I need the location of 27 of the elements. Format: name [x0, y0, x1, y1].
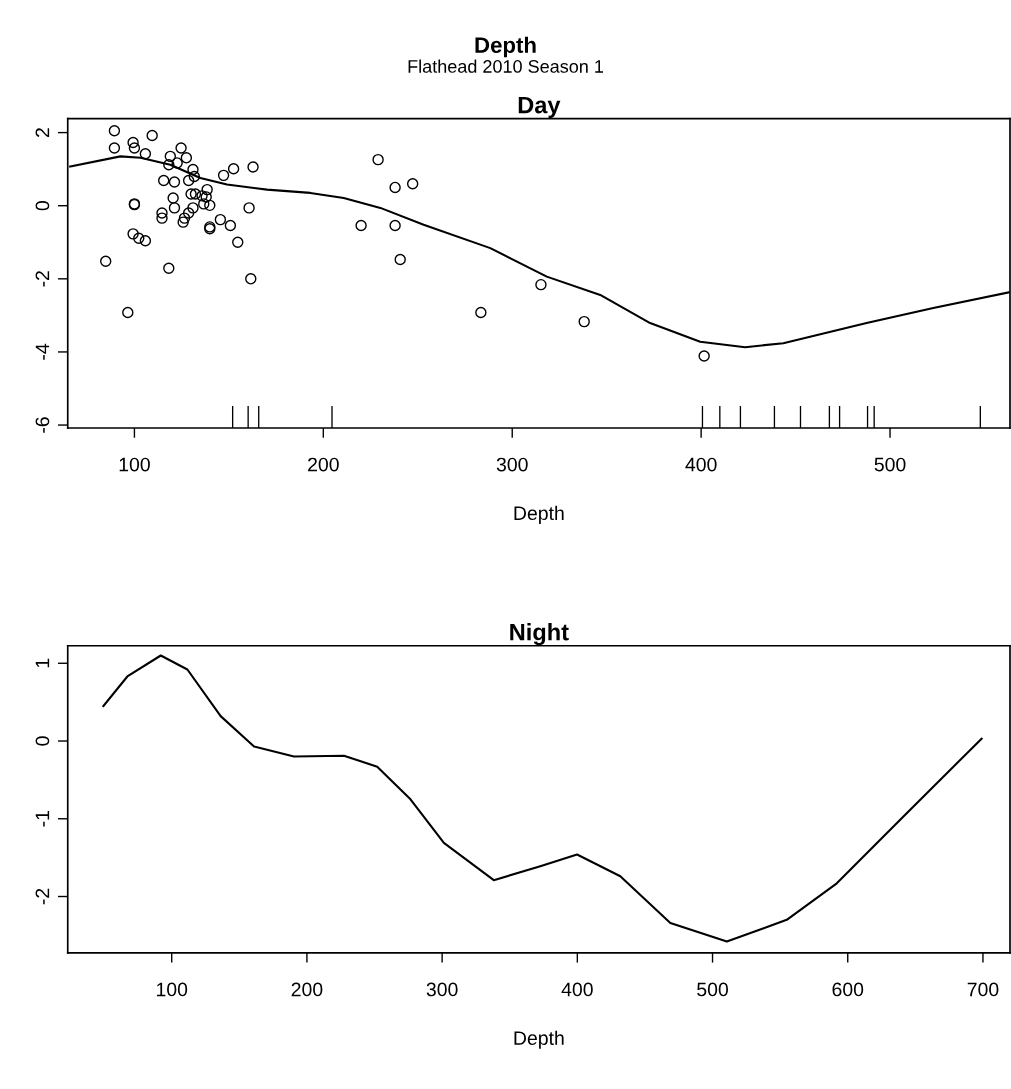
x-tick-label: 400 [685, 457, 717, 472]
x-tick-label: 300 [496, 457, 528, 472]
y-tick-label: 0 [35, 736, 50, 746]
text: Depth [475, 36, 536, 58]
y-tick-label: 0 [35, 201, 50, 211]
x-tick-label: 100 [156, 982, 188, 997]
x-tick-label: 400 [561, 982, 593, 997]
y-tick-label: -1 [35, 811, 50, 827]
x-tick-label: 700 [967, 982, 999, 997]
x-tick-label: 300 [426, 982, 458, 997]
y-tick-label: -2 [35, 888, 50, 905]
y-tick-label: -2 [35, 271, 50, 287]
y-tick-label: -4 [35, 343, 50, 360]
x-tick-label: 600 [832, 982, 864, 997]
x-axis-title: Depth [514, 1030, 564, 1049]
text: Flathead 2010 Season 1 [408, 59, 604, 73]
x-tick-label: 200 [308, 457, 339, 472]
x-tick-label: 500 [874, 457, 906, 472]
y-tick-label: 2 [35, 128, 50, 138]
y-tick-label: 1 [35, 658, 50, 668]
y-tick-label: -6 [35, 417, 50, 433]
chart-title: Night [510, 623, 569, 646]
x-tick-label: 200 [291, 982, 323, 997]
x-tick-label: 100 [119, 457, 150, 472]
x-axis-title: Depth [514, 505, 564, 524]
chart-title: Day [518, 96, 561, 119]
x-tick-label: 500 [697, 982, 728, 997]
